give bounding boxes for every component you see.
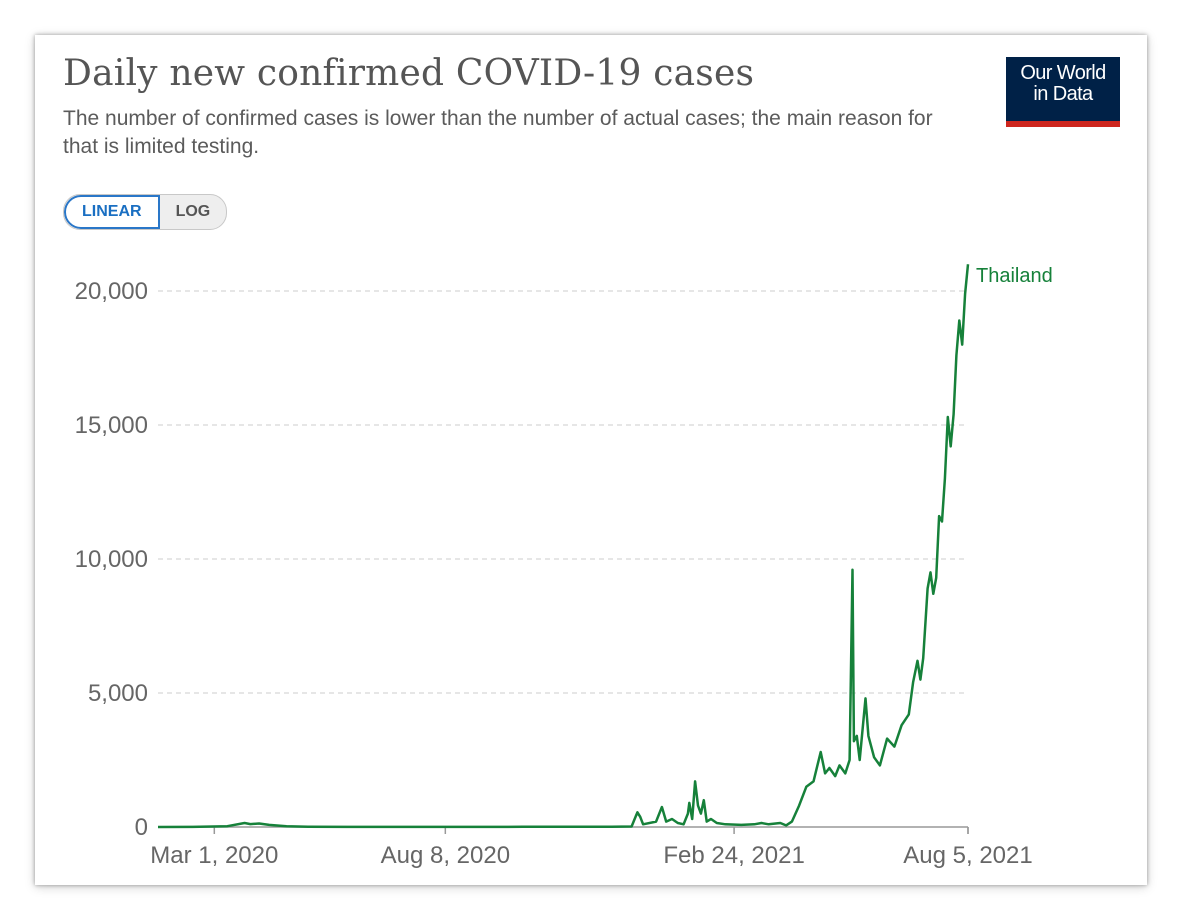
y-tick-label: 5,000	[88, 680, 148, 707]
chart-card: Daily new confirmed COVID-19 cases The n…	[35, 35, 1147, 885]
y-tick-label: 0	[135, 814, 148, 841]
line-chart: 0 5,000 10,000 15,000 20,000 Mar 1, 2020 Aug 8…	[75, 264, 1053, 869]
log-scale-button[interactable]: LOG	[175, 203, 211, 220]
chart-subtitle: The number of confirmed cases is lower t…	[63, 107, 933, 158]
series-label-thailand: Thailand	[976, 265, 1053, 287]
y-tick-label: 15,000	[75, 412, 148, 439]
y-tick-label: 10,000	[75, 546, 148, 573]
owid-logo[interactable]: Our World in Data	[1006, 57, 1120, 127]
scale-toggle: LINEAR LOG	[63, 194, 228, 230]
x-tick-label: Aug 5, 2021	[903, 842, 1032, 869]
logo-line-2: in Data	[1033, 83, 1093, 105]
x-tick-label: Feb 24, 2021	[663, 842, 804, 869]
y-tick-label: 20,000	[75, 278, 148, 305]
logo-line-1: Our World	[1020, 62, 1106, 84]
x-tick-label: Mar 1, 2020	[150, 842, 278, 869]
chart-title: Daily new confirmed COVID-19 cases	[63, 53, 755, 94]
x-tick-label: Aug 8, 2020	[381, 842, 510, 869]
series-line-thailand	[157, 264, 970, 829]
linear-scale-button[interactable]: LINEAR	[64, 195, 160, 229]
